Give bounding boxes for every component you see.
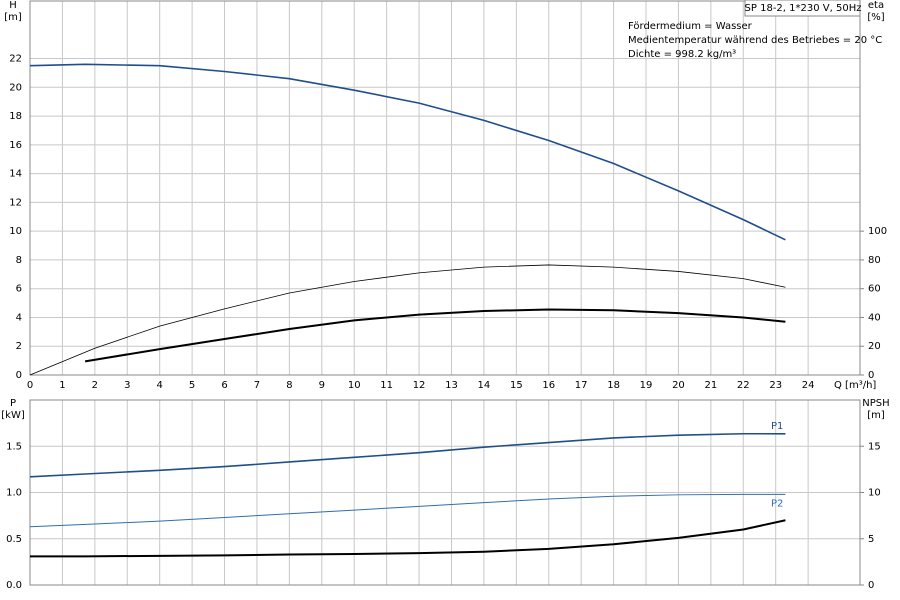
y2-tick-label: 0 — [868, 580, 874, 591]
y2-tick-label: 20 — [868, 341, 881, 352]
y2-tick-label: 10 — [868, 488, 881, 499]
curve-label: P2 — [771, 498, 783, 509]
curve — [29, 264, 786, 376]
plot-frame — [29, 0, 861, 376]
x-tick-label: 15 — [510, 380, 523, 391]
y-tick-label: 12 — [9, 197, 22, 208]
x-tick-label: 17 — [575, 380, 588, 391]
curve — [30, 519, 786, 558]
y2-axis-unit: [m] — [867, 410, 885, 421]
y-tick-label: 20 — [9, 82, 22, 93]
y-tick-label: 1.5 — [6, 441, 22, 452]
x-tick-label: 3 — [124, 380, 130, 391]
y-tick-label: 6 — [16, 284, 22, 295]
y2-tick-label: 60 — [868, 284, 881, 295]
y2-tick-label: 15 — [868, 441, 881, 452]
x-tick-label: 0 — [27, 380, 33, 391]
x-tick-label: 23 — [769, 380, 782, 391]
x-tick-label: 24 — [802, 380, 815, 391]
x-tick-label: 8 — [286, 380, 292, 391]
y-axis-label: H — [9, 0, 17, 11]
x-tick-label: 14 — [478, 380, 491, 391]
y-tick-label: 2 — [16, 341, 22, 352]
y-axis-unit: [kW] — [1, 410, 25, 421]
y2-tick-label: 80 — [868, 255, 881, 266]
y-tick-label: 8 — [16, 255, 22, 266]
x-tick-label: 11 — [380, 380, 393, 391]
annotation: Fördermedium = Wasser — [628, 21, 753, 32]
x-tick-label: 21 — [704, 380, 717, 391]
x-tick-label: 4 — [157, 380, 163, 391]
y-tick-label: 10 — [9, 226, 22, 237]
title-box — [744, 0, 861, 17]
y-tick-label: 1.0 — [6, 488, 22, 499]
y2-axis-label: eta — [868, 0, 884, 11]
y-tick-label: 0.0 — [6, 580, 22, 591]
y2-axis-label: NPSH — [862, 398, 889, 409]
x-tick-label: 19 — [640, 380, 653, 391]
curve-label: P1 — [771, 421, 783, 432]
y2-tick-label: 100 — [868, 226, 887, 237]
x-tick-label: 22 — [737, 380, 750, 391]
x-tick-label: 18 — [607, 380, 620, 391]
y-tick-label: 18 — [9, 111, 22, 122]
x-tick-label: 20 — [672, 380, 685, 391]
y-tick-label: 14 — [9, 169, 22, 180]
x-tick-label: 10 — [348, 380, 361, 391]
y2-tick-label: 5 — [868, 534, 874, 545]
x-axis-label: Q [m³/h] — [834, 380, 876, 391]
annotation: Dichte = 998.2 kg/m³ — [628, 49, 736, 60]
x-tick-label: 12 — [413, 380, 426, 391]
x-tick-label: 5 — [189, 380, 195, 391]
curve — [84, 308, 786, 363]
y-tick-label: 16 — [9, 140, 22, 151]
y-axis-unit: [m] — [4, 12, 22, 23]
y-tick-label: 0.5 — [6, 534, 22, 545]
y2-tick-label: 40 — [868, 312, 881, 323]
x-tick-label: 16 — [542, 380, 555, 391]
y-axis-label: P — [10, 398, 16, 409]
x-tick-label: 1 — [59, 380, 65, 391]
curve — [29, 63, 786, 241]
x-tick-label: 13 — [445, 380, 458, 391]
curve — [29, 432, 786, 478]
annotation: Medientemperatur während des Betriebes =… — [628, 35, 882, 46]
x-tick-label: 9 — [319, 380, 325, 391]
y-tick-label: 22 — [9, 54, 22, 65]
plot-frame — [29, 399, 861, 586]
x-tick-label: 6 — [221, 380, 227, 391]
y-tick-label: 4 — [16, 312, 22, 323]
y2-tick-label: 0 — [868, 370, 874, 381]
curve — [29, 493, 786, 528]
x-tick-label: 7 — [254, 380, 260, 391]
y-tick-label: 0 — [16, 370, 22, 381]
y2-axis-unit: [%] — [867, 12, 884, 23]
x-tick-label: 2 — [92, 380, 98, 391]
chart-title: SP 18-2, 1*230 V, 50Hz — [745, 3, 862, 14]
